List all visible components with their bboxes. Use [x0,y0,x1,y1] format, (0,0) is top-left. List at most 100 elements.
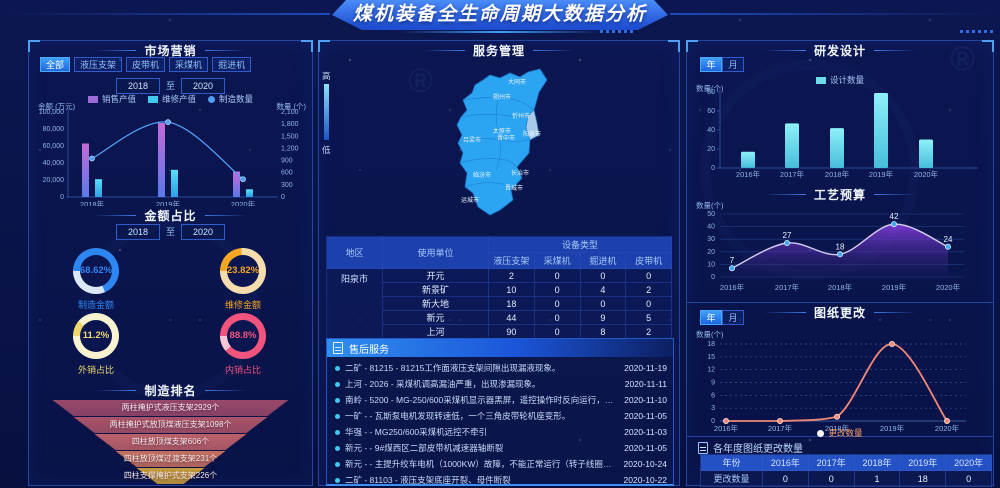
bullet-icon [335,381,340,387]
svg-text:27: 27 [783,231,792,240]
donut-repair-amount: 23.82% 维修金额 [220,248,266,310]
section-title-marketing: 市场营销 [28,42,313,59]
news-item[interactable]: 新元 - - 9#煤西区二部皮带机减速器轴断裂 2020-11-05 [335,440,667,456]
date-from-input[interactable]: 2018 [115,78,160,94]
bullet-icon [335,445,340,451]
map-legend-low: 低 [322,145,331,155]
header-line-left [0,13,330,15]
tab-month[interactable]: 月 [722,57,744,72]
date-separator: 至 [165,81,175,91]
svg-text:1,800: 1,800 [281,121,299,128]
drawing-chart: 0 3 6 9 12 15 18 2016年 2017年 2018年 2019年 2020年 [707,341,966,433]
donut-hole [227,320,259,352]
marketing-tabs: 全部 液压支架 皮带机 采煤机 掘进机 [40,57,252,72]
news-item[interactable]: 上河 - 2026 - 采煤机调高漏油严重，出现渗漏现象。 2020-11-11 [335,376,667,392]
svg-text:20: 20 [707,249,715,256]
drawing-tabs: 年 月 [700,310,744,325]
svg-text:2019年: 2019年 [156,199,181,206]
header-dots [960,30,994,33]
svg-text:2020年: 2020年 [914,169,939,179]
svg-text:2019年: 2019年 [880,423,905,433]
svg-text:10: 10 [707,261,715,268]
svg-text:2017年: 2017年 [780,169,805,179]
tab-shearer[interactable]: 采煤机 [169,57,209,72]
table-row: 新景矿 10 0 4 2 [327,282,672,297]
section-title-drawing: 图纸更改 [686,304,994,321]
news-item[interactable]: 二矿 - 81215 - 81215工作面液压支架间隙出现漏液现象。 2020-1… [335,360,667,376]
tab-roadheader[interactable]: 掘进机 [212,57,252,72]
funnel-segment [95,434,247,450]
col-roadheader: 掘进机 [579,252,627,269]
funnel-label: 四柱支撑掩护式支架226个 [123,471,218,480]
ratio-date-from-input[interactable]: 2018 [115,224,160,240]
svg-text:40: 40 [707,224,715,231]
donut-manufacture-amount: 68.62% 制造金额 [73,248,119,310]
section-title-ranking: 制造排名 [28,382,313,399]
table-row: 新元 44 0 9 5 [327,310,672,325]
section-title-service: 服务管理 [318,42,680,59]
news-item[interactable]: 一矿 - - 瓦斯泵电机发现转速低，一个三角皮带轮机座变形。 2020-11-05 [335,408,667,424]
svg-text:42: 42 [890,212,899,221]
legend-design-count[interactable]: 设计数量 [815,74,864,86]
map-legend-high: 高 [322,71,331,81]
svg-text:30: 30 [707,236,715,243]
svg-text:2020年: 2020年 [231,199,256,206]
legend-repair-output[interactable]: 维修产值 [147,93,196,105]
donut-value: 68.62% [79,265,113,276]
svg-text:15: 15 [707,354,715,361]
table-header-row: 地区 使用单位 设备类型 [326,236,672,269]
funnel-segment [137,468,205,484]
marketing-date-range: 2018 至 2020 [28,78,313,94]
design-axis-label: 数量(个) [696,84,724,93]
date-to-input[interactable]: 2020 [181,78,225,94]
svg-text:2018年: 2018年 [80,199,105,206]
map-city-label: 吕梁市 [463,136,481,144]
col-shearer: 采煤机 [533,252,581,269]
news-title: 售后服务 [349,344,389,356]
table-header-row2: 液压支架 采煤机 掘进机 皮带机 [327,252,672,269]
legend-sales-output[interactable]: 销售产值 [87,93,136,105]
legend-manufacture-count[interactable]: 制造数量 [208,93,253,105]
svg-text:2018年: 2018年 [828,282,853,292]
svg-text:9: 9 [711,380,715,387]
summary-data-row: 更改数量 0 0 1 18 0 [700,470,992,487]
funnel-segment [74,417,268,433]
ratio-date-to-input[interactable]: 2020 [181,224,225,240]
svg-text:1,200: 1,200 [281,145,299,152]
donut-domestic-ratio: 88.8% 内销占比 [220,313,266,375]
legend-change-count[interactable]: 更改数量 [817,427,863,439]
marketing-legend: 销售产值 维修产值 制造数量 [28,93,313,105]
tab-year[interactable]: 年 [700,310,722,325]
header-line-right [670,13,1000,15]
news-item[interactable]: 华强 - - MG250/600采煤机远控不牵引 2020-11-03 [335,424,667,440]
marketing-chart: 0 20,000 40,000 60,000 80,000 100,000 0 300 600 9… [39,107,299,206]
tab-year[interactable]: 年 [700,57,722,72]
news-item[interactable]: 南岭 - 5200 - MG-250/600采煤机显示器黑屏，遥控操作时反向运行… [335,392,667,408]
legend-dot [208,95,215,103]
svg-text:60: 60 [707,108,715,115]
col-region: 地区 [326,236,383,269]
tab-month[interactable]: 月 [722,310,744,325]
legend-swatch [147,95,158,103]
svg-text:2019年: 2019年 [882,282,907,292]
design-tabs: 年 月 [700,57,744,72]
tab-hydraulic-support[interactable]: 液压支架 [74,57,123,72]
news-item[interactable]: 新元 - - 主提升绞车电机（1000KW）故障，不能正常运行（转子线圈垫片有一… [335,456,667,472]
panel-divider [686,436,994,437]
news-item[interactable]: 二矿 - 81103 - 液压支架底座开裂、母件断裂 2020-10-22 [335,472,667,488]
axis-label-amount: 金额 (万元) [38,102,76,111]
col-hydraulic: 液压支架 [488,252,535,269]
svg-text:40: 40 [707,127,715,134]
svg-text:2020年: 2020年 [935,423,960,433]
page-title: 煤机装备全生命周期大数据分析 [332,0,668,30]
map-city-label: 运城市 [461,196,479,204]
section-title-design: 研发设计 [686,42,994,59]
tab-belt-machine[interactable]: 皮带机 [126,57,166,72]
col-device-type: 设备类型 [488,236,672,253]
svg-text:0: 0 [711,418,715,425]
bullet-icon [335,397,340,403]
donut-hole [227,255,259,287]
tab-all[interactable]: 全部 [40,57,71,72]
map-city-label: 临汾市 [473,171,491,179]
drawing-legend: 更改数量 [686,427,994,439]
